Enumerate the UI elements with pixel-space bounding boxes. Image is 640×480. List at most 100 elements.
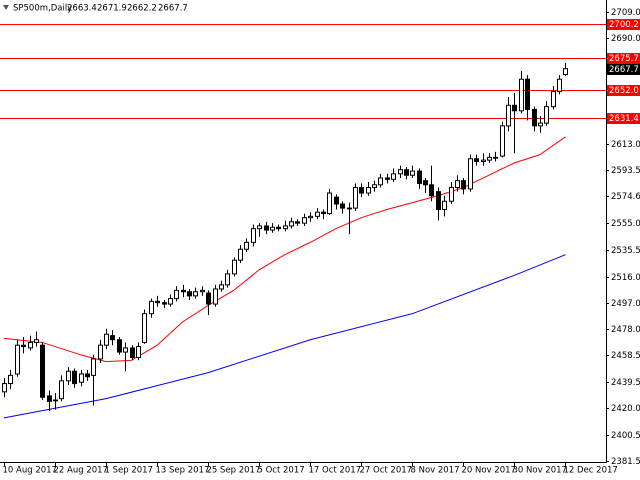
- x-tick-label: 5 Oct 2017: [258, 466, 305, 476]
- candle-body: [72, 370, 77, 385]
- candle-body: [98, 344, 103, 360]
- candle-body: [149, 300, 154, 315]
- candle-body: [123, 347, 128, 353]
- candle-body: [372, 184, 377, 189]
- y-tick-label: 2381.5: [611, 457, 640, 467]
- candle-body: [110, 335, 115, 341]
- candle-body: [538, 122, 543, 127]
- candle-body: [21, 344, 26, 348]
- candle-body: [461, 180, 466, 190]
- last-price-box: [607, 64, 640, 75]
- candle-body: [47, 395, 52, 402]
- x-tick-label: 12 Dec 2017: [564, 466, 618, 476]
- candle-body: [506, 104, 511, 127]
- candle-body: [487, 156, 492, 161]
- y-tick-label: 2593.5: [611, 166, 640, 176]
- moving-average-line: [3, 254, 566, 419]
- last-low: 2662.2: [127, 4, 157, 14]
- candle-body: [315, 211, 320, 217]
- last-price-label: 2667.7: [609, 65, 639, 75]
- candle-body: [155, 300, 160, 304]
- candle-body: [283, 225, 288, 230]
- level-label-box: [607, 113, 640, 124]
- x-tick-label: 17 Oct 2017: [309, 466, 362, 476]
- candle-body: [136, 346, 141, 359]
- symbol-icon: [3, 5, 9, 10]
- y-tick-label: 2458.5: [611, 351, 640, 361]
- candle-body: [104, 333, 109, 346]
- candle-body: [289, 221, 294, 227]
- candle-body: [59, 380, 64, 400]
- candle-body: [385, 177, 390, 180]
- candle-body: [91, 358, 96, 376]
- moving-average-line: [3, 136, 566, 363]
- candle-body: [544, 106, 549, 124]
- candle-body: [340, 203, 345, 209]
- candle-body: [512, 104, 517, 112]
- candle-body: [359, 187, 364, 194]
- candle-body: [519, 78, 524, 112]
- last-open: 2663.4: [67, 4, 97, 14]
- candle-body: [474, 158, 479, 162]
- candle-body: [117, 339, 122, 353]
- y-tick-label: 2420.0: [611, 404, 640, 414]
- candle-body: [378, 177, 383, 186]
- y-tick-label: 2555.0: [611, 219, 640, 229]
- candle-body: [34, 339, 39, 343]
- candle-body: [264, 225, 269, 231]
- candle-body: [417, 170, 422, 184]
- candle-body: [410, 170, 415, 176]
- candle-body: [455, 180, 460, 189]
- candle-body: [257, 225, 262, 230]
- level-label-box: [607, 19, 640, 30]
- candle-body: [28, 341, 33, 349]
- candle-body: [200, 289, 205, 293]
- candle-body: [219, 284, 224, 290]
- candle-body: [295, 221, 300, 224]
- candle-body: [557, 78, 562, 93]
- y-tick-label: 2574.6: [611, 192, 640, 202]
- candle-body: [15, 344, 20, 375]
- candle-body: [366, 187, 371, 194]
- candle-body: [130, 347, 135, 359]
- candle-body: [232, 259, 237, 275]
- candle-body: [563, 68, 568, 76]
- x-tick-label: 27 Oct 2017: [360, 466, 413, 476]
- candle-body: [327, 192, 332, 215]
- candle-body: [468, 158, 473, 190]
- x-tick-label: 20 Nov 2017: [462, 466, 516, 476]
- candle-body: [270, 226, 275, 231]
- candle-body: [244, 241, 249, 250]
- candle-body: [187, 291, 192, 297]
- level-label: 2652.0: [609, 86, 639, 96]
- candle-body: [347, 207, 352, 210]
- candle-body: [423, 180, 428, 186]
- candle-body: [168, 298, 173, 305]
- candle-body: [213, 288, 218, 305]
- candle-body: [321, 211, 326, 215]
- level-label: 2700.2: [609, 20, 639, 30]
- candle-body: [2, 383, 7, 393]
- x-tick-label: 8 Nov 2017: [411, 466, 460, 476]
- candle-body: [181, 289, 186, 293]
- candle-body: [500, 125, 505, 157]
- candle-body: [85, 373, 90, 378]
- candle-body: [276, 226, 281, 230]
- candle-body: [404, 169, 409, 176]
- candle-body: [8, 374, 13, 385]
- y-tick-label: 2439.5: [611, 378, 640, 388]
- x-tick-label: 10 Aug 2017: [3, 466, 57, 476]
- y-tick-label: 2613.0: [611, 140, 640, 150]
- candle-body: [442, 200, 447, 210]
- candle-body: [481, 159, 486, 162]
- x-tick-label: 1 Sep 2017: [105, 466, 153, 476]
- candle-body: [142, 313, 147, 343]
- level-label: 2631.4: [609, 114, 639, 124]
- y-tick-label: 2497.0: [611, 299, 640, 309]
- candle-body: [53, 399, 58, 402]
- x-tick-label: 13 Sep 2017: [156, 466, 210, 476]
- candle-body: [449, 187, 454, 202]
- candle-body: [525, 78, 530, 110]
